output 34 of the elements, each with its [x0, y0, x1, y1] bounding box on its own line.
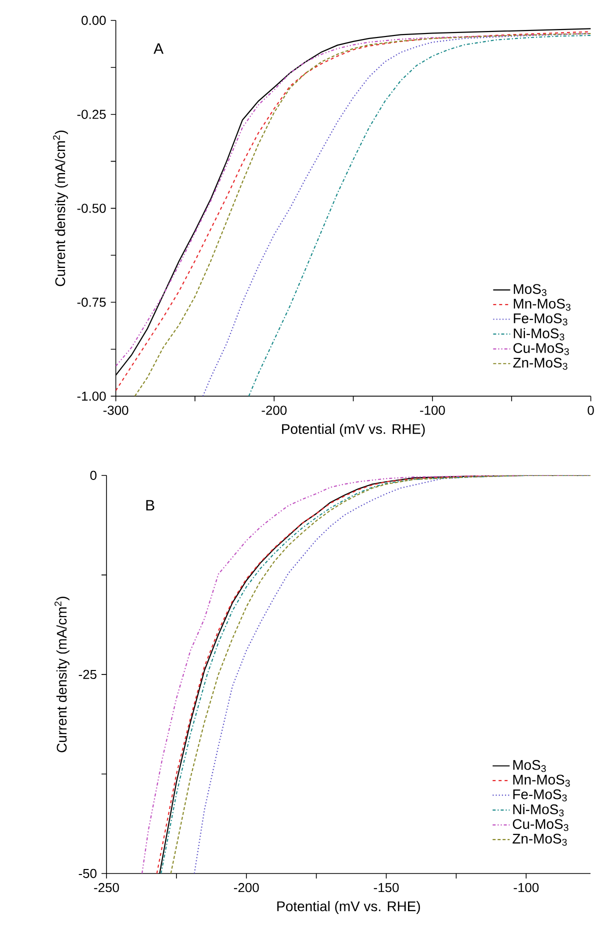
- y-tick-label: -25: [78, 670, 96, 680]
- legend-label: Cu-MoS$_{3}$: [513, 343, 569, 356]
- x-axis-title: Potential (mV vs. RHE): [282, 424, 425, 437]
- x-tick-label: -300: [103, 406, 128, 415]
- y-axis-title: Current density (mA/cm$^{2}$): [54, 596, 70, 752]
- x-tick-label: -100: [514, 883, 539, 892]
- x-tick-label: -100: [420, 406, 445, 415]
- y-tick-label: -0.75: [77, 298, 106, 307]
- x-tick-label: -250: [94, 883, 119, 892]
- legend-label: Cu-MoS$_{3}$: [512, 819, 568, 832]
- x-axis-title: Potential (mV vs. RHE): [277, 901, 420, 914]
- text: A: [154, 43, 164, 54]
- legend-label: Mn-MoS$_{3}$: [514, 298, 570, 311]
- x-tick-label: -150: [374, 883, 399, 892]
- y-tick-label: -0.25: [77, 110, 106, 119]
- x-tick-label: 0: [588, 406, 594, 415]
- legend-label: Ni-MoS$_{3}$: [513, 804, 564, 816]
- x-tick-label: -200: [262, 406, 287, 415]
- y-axis-title: Current density (mA/cm$^{2}$): [53, 130, 68, 286]
- legend-label: MoS$_{3}$: [513, 760, 546, 772]
- legend-label: Zn-MoS$_{3}$: [512, 834, 567, 846]
- y-tick-label: -1.00: [77, 392, 106, 401]
- x-tick-label: -200: [234, 883, 259, 892]
- legend-label: Zn-MoS$_{3}$: [513, 358, 568, 370]
- y-tick-label: -50: [78, 868, 96, 878]
- legend-label: MoS$_{3}$: [514, 284, 546, 296]
- y-tick-label: -0.50: [77, 204, 106, 213]
- y-tick-label: 0.00: [82, 16, 106, 25]
- legend-label: Mn-MoS$_{3}$: [513, 774, 570, 787]
- legend-label: Ni-MoS$_{3}$: [514, 328, 564, 340]
- legend-label: Fe-MoS$_{3}$: [513, 789, 567, 802]
- legend-label: Fe-MoS$_{3}$: [514, 313, 568, 326]
- text: B: [146, 500, 154, 510]
- y-tick-label: 0: [90, 470, 96, 480]
